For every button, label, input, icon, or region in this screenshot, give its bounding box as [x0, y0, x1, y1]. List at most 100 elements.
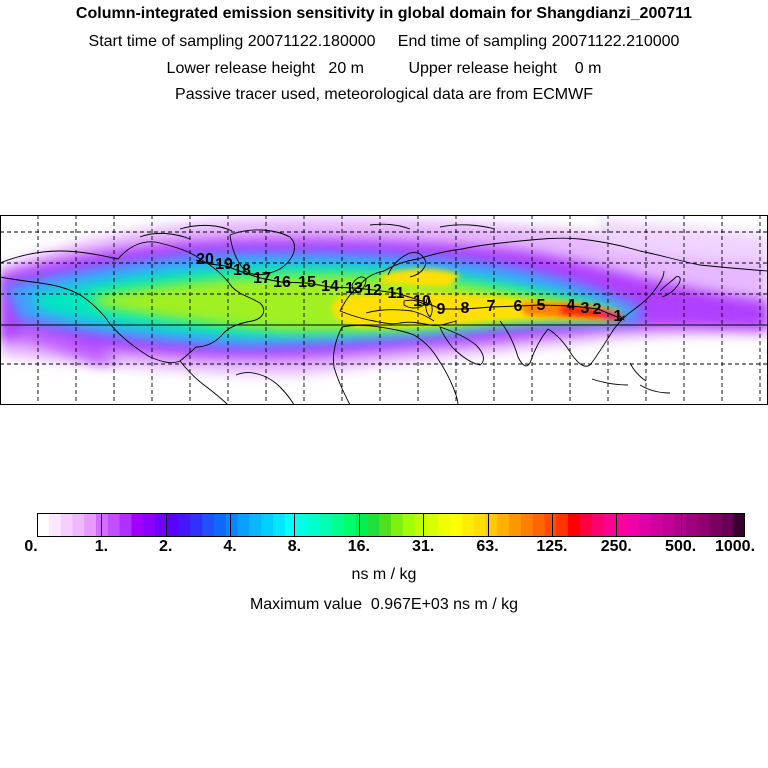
colorbar-cell — [414, 513, 427, 537]
graticule — [0, 215, 768, 405]
colorbar-cell — [48, 513, 62, 537]
tracer-info: Passive tracer used, meteorological data… — [175, 86, 593, 103]
source-marker: × — [618, 311, 625, 325]
colorbar-cell — [202, 513, 215, 537]
colorbar-cell — [532, 513, 545, 537]
colorbar-cell — [214, 513, 227, 537]
colorbar-cell — [709, 513, 722, 537]
colorbar-cell — [225, 513, 239, 537]
colorbar-cell — [155, 513, 168, 537]
traj-label-16: 16 — [273, 274, 291, 291]
colorbar-tick-label: 0. — [24, 538, 38, 555]
colorbar-cell — [343, 513, 357, 537]
colorbar-cell — [650, 513, 663, 537]
traj-label-11: 11 — [388, 285, 405, 302]
colorbar-cell — [379, 513, 392, 537]
colorbar-cell — [450, 513, 463, 537]
colorbar-cell — [615, 513, 628, 537]
colorbar-cell — [556, 513, 569, 537]
colorbar-tick-label: 8. — [287, 538, 302, 555]
traj-label-17: 17 — [253, 270, 271, 287]
colorbar-cell — [438, 513, 451, 537]
colorbar-cell — [296, 513, 309, 537]
sampling-times: Start time of sampling 20071122.180000 E… — [88, 33, 680, 50]
colorbar-cell — [143, 513, 156, 537]
colorbar-cell — [355, 513, 368, 537]
traj-label-18: 18 — [233, 262, 251, 279]
colorbar-cell — [166, 513, 180, 537]
maximum-value: Maximum value 0.967E+03 ns m / kg — [249, 596, 519, 613]
colorbar-frame — [37, 513, 745, 537]
colorbar-cell — [509, 513, 522, 537]
colorbar-cell — [190, 513, 203, 537]
colorbar-cell — [697, 513, 711, 537]
colorbar-cell — [261, 513, 274, 537]
traj-label-2: 2 — [593, 301, 602, 318]
colorbar-cell — [627, 513, 640, 537]
traj-label-6: 6 — [514, 298, 523, 315]
colorbar-cell — [662, 513, 675, 537]
trajectory-path — [195, 259, 623, 320]
colorbar-cell — [284, 513, 298, 537]
colorbar-cell — [686, 513, 699, 537]
traj-label-15: 15 — [298, 274, 316, 291]
colorbar-tick-label: 500. — [665, 538, 697, 555]
traj-label-8: 8 — [461, 300, 470, 317]
traj-label-5: 5 — [537, 297, 546, 314]
colorbar-cell — [237, 513, 250, 537]
traj-label-7: 7 — [487, 298, 496, 315]
colorbar-tick-label: 250. — [600, 538, 632, 555]
colorbar-cell — [568, 513, 581, 537]
colorbar-tick-label: 125. — [536, 538, 568, 555]
colorbar — [37, 513, 745, 537]
colorbar-tick-label: 16. — [347, 538, 370, 555]
colorbar-tick-label: 2. — [159, 538, 173, 555]
colorbar-tick-label: 63. — [476, 538, 499, 555]
traj-label-14: 14 — [321, 278, 339, 295]
colorbar-cell — [320, 513, 333, 537]
emission-sensitivity-map: × 1 2 3 4 5 6 7 8 9 10 11 12 13 14 15 16… — [0, 215, 768, 405]
colorbar-cell — [485, 513, 498, 537]
colorbar-cell — [733, 513, 745, 537]
colorbar-cell — [473, 513, 486, 537]
colorbar-cell — [37, 513, 50, 537]
colorbar-tick-label: 31. — [412, 538, 435, 555]
colorbar-cell — [721, 513, 734, 537]
traj-label-10: 10 — [413, 293, 431, 310]
sensitivity-field — [0, 215, 768, 405]
colorbar-cell — [603, 513, 616, 537]
colorbar-cell — [84, 513, 97, 537]
colorbar-cell — [391, 513, 404, 537]
colorbar-cell — [60, 513, 73, 537]
colorbar-cell — [131, 513, 144, 537]
colorbar-tick-label: 1000. — [714, 538, 756, 555]
release-heights: Lower release height 20 m Upper release … — [166, 60, 602, 77]
colorbar-cell — [638, 513, 652, 537]
plot-title: Column-integrated emission sensitivity i… — [75, 5, 693, 22]
colorbar-cell — [249, 513, 262, 537]
traj-label-3: 3 — [581, 300, 590, 317]
colorbar-cell — [674, 513, 687, 537]
colorbar-cell — [426, 513, 439, 537]
colorbar-tick-label: 1. — [94, 538, 109, 555]
colorbar-cell — [178, 513, 191, 537]
colorbar-cell — [544, 513, 557, 537]
colorbar-tick-label: 4. — [223, 538, 237, 555]
trajectory-labels: 1 2 3 4 5 6 7 8 9 10 11 12 13 14 15 16 1… — [196, 251, 622, 325]
traj-label-4: 4 — [567, 297, 576, 314]
traj-label-20: 20 — [196, 251, 214, 268]
colorbar-cell — [402, 513, 416, 537]
colorbar-cell — [579, 513, 593, 537]
traj-label-19: 19 — [215, 256, 233, 273]
colorbar-cell — [96, 513, 109, 537]
colorbar-cell — [497, 513, 510, 537]
traj-label-9: 9 — [437, 301, 446, 318]
colorbar-units: ns m / kg — [351, 566, 417, 583]
colorbar-cell — [308, 513, 321, 537]
colorbar-cell — [119, 513, 132, 537]
colorbar-cell — [72, 513, 85, 537]
traj-label-12: 12 — [364, 282, 382, 299]
colorbar-cell — [520, 513, 534, 537]
colorbar-cell — [461, 513, 475, 537]
traj-label-13: 13 — [345, 280, 363, 297]
